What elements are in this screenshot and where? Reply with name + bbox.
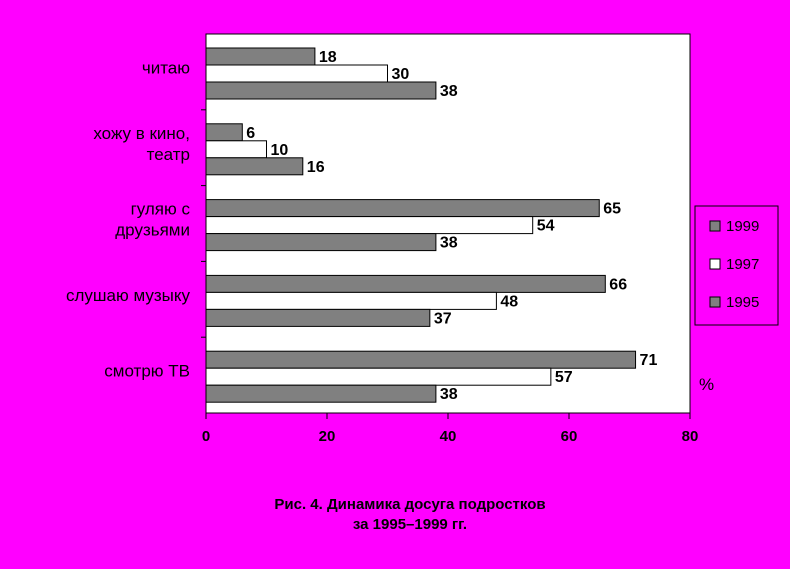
- value-label-1995-3: 37: [434, 310, 452, 327]
- bar-1997-1: [205, 140, 267, 159]
- legend-box: [694, 205, 779, 326]
- value-label-1999-0: 18: [319, 49, 337, 66]
- category-labels-group: читаю хожу в кино, театр гуляю с друзьями слу…: [66, 59, 206, 381]
- bars-group: 18 30 38 6 10 16 65 54 38 66 48 37 71 57 38: [205, 47, 658, 403]
- value-label-1997-3: 48: [500, 293, 518, 310]
- bar-1997-2: [205, 216, 534, 235]
- legend-label-1997: 1997: [726, 256, 759, 273]
- bar-1999-4: [205, 350, 637, 369]
- bar-1995-4: [205, 384, 437, 403]
- caption-line-2: за 1995–1999 гг.: [352, 516, 468, 533]
- x-axis: 0 20 40 60 80: [202, 413, 699, 445]
- legend-swatch-1995: [709, 296, 721, 308]
- bar-1997-3: [205, 291, 497, 310]
- value-label-1999-3: 66: [609, 276, 627, 293]
- category-label-0: читаю: [142, 59, 190, 78]
- value-label-1995-4: 38: [440, 386, 458, 403]
- bar-1997-0: [205, 64, 388, 83]
- x-tick-label-2: 40: [440, 428, 457, 445]
- figure-caption: Рис. 4. Динамика досуга подростков за 19…: [160, 495, 660, 535]
- bar-1999-1: [205, 123, 243, 142]
- x-tick-label-3: 60: [561, 428, 578, 445]
- value-label-1999-2: 65: [603, 201, 621, 218]
- bar-1995-2: [205, 233, 437, 252]
- category-label-3: слушаю музыку: [66, 286, 191, 305]
- value-label-1997-2: 54: [537, 218, 555, 235]
- value-label-1995-2: 38: [440, 235, 458, 252]
- legend-label-1995: 1995: [726, 294, 759, 311]
- x-tick-label-1: 20: [319, 428, 336, 445]
- bar-1997-4: [205, 367, 552, 386]
- value-label-1995-1: 16: [307, 159, 325, 176]
- value-label-1997-0: 30: [392, 66, 410, 83]
- value-label-1999-1: 6: [246, 125, 255, 142]
- value-label-1995-0: 38: [440, 83, 458, 100]
- bar-1995-3: [205, 308, 431, 327]
- bar-1999-0: [205, 47, 316, 66]
- bar-1999-3: [205, 274, 606, 293]
- bar-1995-0: [205, 81, 437, 100]
- bar-1995-1: [205, 157, 304, 176]
- caption-line-1: Рис. 4. Динамика досуга подростков: [274, 496, 546, 513]
- legend: 1999 1997 1995: [694, 205, 779, 326]
- unit-label: %: [699, 375, 714, 394]
- value-label-1997-1: 10: [271, 142, 289, 159]
- value-label-1997-4: 57: [555, 369, 573, 386]
- legend-label-1999: 1999: [726, 218, 759, 235]
- category-label-2: гуляю с друзьями: [115, 200, 190, 240]
- category-label-4: смотрю ТВ: [104, 362, 190, 381]
- x-tick-label-4: 80: [682, 428, 699, 445]
- value-label-1999-4: 71: [640, 352, 658, 369]
- category-label-1: хожу в кино, театр: [93, 124, 190, 164]
- legend-swatch-1999: [709, 220, 721, 232]
- legend-swatch-1997: [709, 258, 721, 270]
- x-tick-label-0: 0: [202, 428, 210, 445]
- bar-1999-2: [205, 199, 600, 218]
